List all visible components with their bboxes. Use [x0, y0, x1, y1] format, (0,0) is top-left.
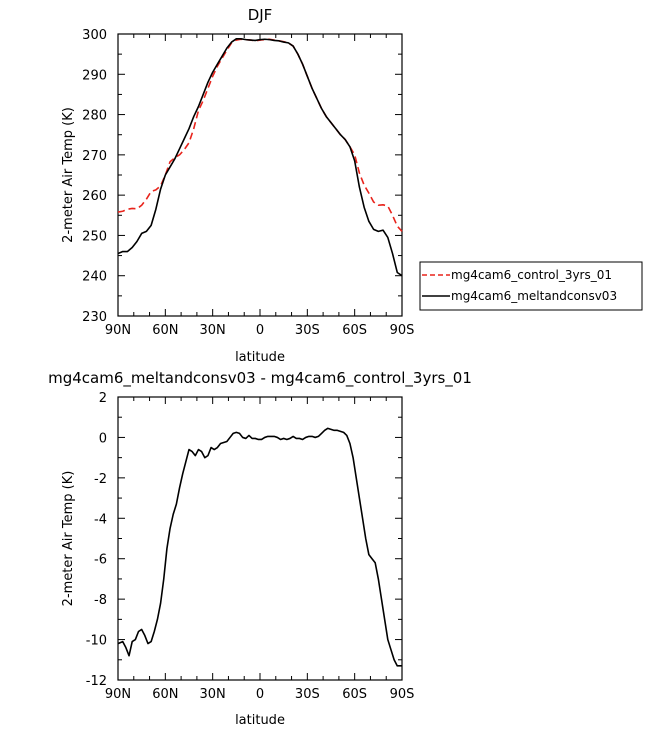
x-tick-label: 60S — [342, 687, 367, 702]
y-tick-label: 300 — [82, 28, 107, 43]
y-tick-label: 0 — [99, 431, 107, 446]
x-tick-label: 60N — [152, 323, 178, 338]
y-tick-label: -4 — [94, 512, 107, 527]
y-tick-label: 230 — [82, 310, 107, 325]
legend-box — [419, 261, 643, 311]
x-tick-label: 0 — [256, 687, 264, 702]
legend-label: mg4cam6_control_3yrs_01 — [451, 268, 612, 282]
x-tick-label: 90N — [105, 687, 131, 702]
y-tick-label: -10 — [86, 634, 107, 649]
y-tick-label: 290 — [82, 68, 107, 83]
y-tick-label: 260 — [82, 189, 107, 204]
series-line-1 — [117, 38, 403, 232]
y-tick-label: 250 — [82, 229, 107, 244]
y-tick-label: -2 — [94, 472, 107, 487]
chart-panel-2: mg4cam6_meltandconsv03 - mg4cam6_control… — [48, 369, 472, 728]
y-tick-label: 280 — [82, 109, 107, 124]
x-axis-title: latitude — [235, 350, 285, 365]
x-tick-label: 60N — [152, 687, 178, 702]
y-axis-title: 2-meter Air Temp (K) — [61, 471, 76, 607]
chart-panel-1: DJF 90N 60N 30N 0 30S 60S 90S 230 240 250 260 270 280… — [61, 6, 643, 365]
x-tick-label: 90N — [105, 323, 131, 338]
x-tick-label: 90S — [390, 323, 415, 338]
x-tick-label: 30S — [295, 687, 320, 702]
x-tick-label: 30N — [200, 323, 226, 338]
series-line-1 — [117, 427, 402, 667]
y-tick-label: -12 — [86, 674, 107, 689]
plot-frame — [117, 33, 403, 317]
y-tick-label: -6 — [94, 553, 107, 568]
x-tick-label: 30S — [295, 323, 320, 338]
x-tick-label: 30N — [200, 687, 226, 702]
x-tick-label: 60S — [342, 323, 367, 338]
y-tick-label: 2 — [99, 391, 107, 406]
x-tick-label: 90S — [390, 687, 415, 702]
legend: mg4cam6_control_3yrs_01 mg4cam6_meltandco… — [419, 261, 643, 311]
y-tick-label: -8 — [94, 593, 107, 608]
chart-title: DJF — [248, 6, 273, 24]
series-line-2 — [117, 38, 403, 277]
x-tick-label: 0 — [256, 323, 264, 338]
y-tick-label: 270 — [82, 149, 107, 164]
legend-label: mg4cam6_meltandconsv03 — [451, 289, 617, 303]
x-axis-title: latitude — [235, 713, 285, 728]
y-tick-label: 240 — [82, 270, 107, 285]
y-axis-title: 2-meter Air Temp (K) — [61, 107, 76, 243]
chart-title: mg4cam6_meltandconsv03 - mg4cam6_control… — [48, 369, 472, 388]
